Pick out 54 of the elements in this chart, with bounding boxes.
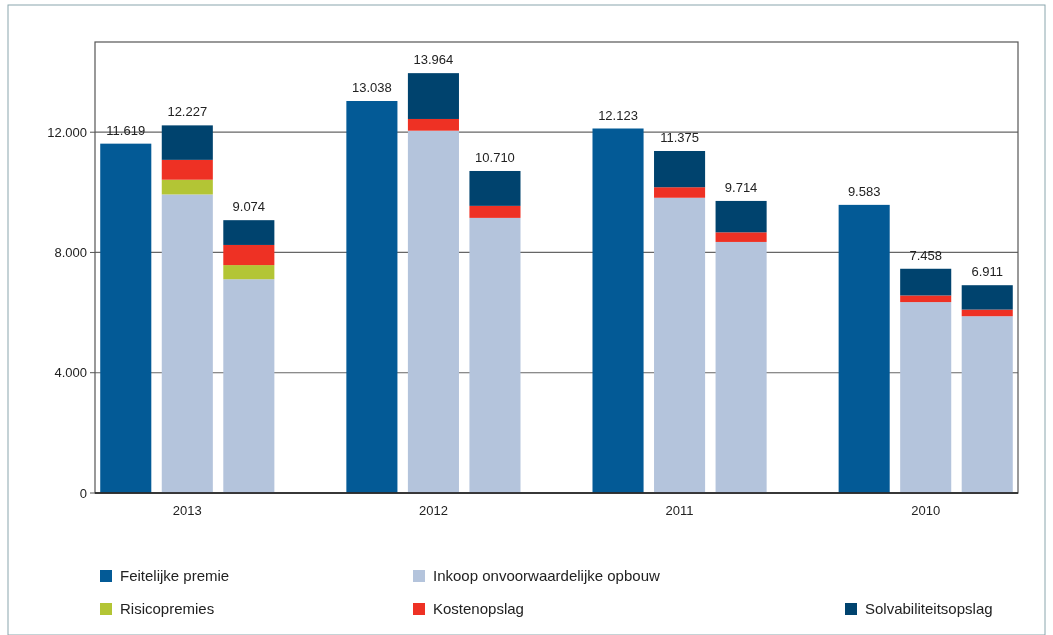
bar [654,150,706,188]
total-label: 13.964 [413,52,454,68]
total-label: 12.227 [167,104,208,120]
bar [223,279,275,493]
bar [161,125,213,160]
bar [100,143,152,493]
total-label: 9.583 [847,183,881,199]
bar [223,265,275,280]
y-tick-label: 4.000 [54,365,87,381]
total-label: 11.619 [106,122,146,138]
y-tick-label: 8.000 [54,245,87,261]
bar [161,179,213,195]
bar [469,217,521,493]
legend-label: Kostenopslag [433,600,524,618]
legend-label: Solvabiliteitsopslag [865,600,993,618]
legend-label: Risicopremies [120,600,215,618]
bar [161,159,213,180]
legend-label: Inkoop onvoorwaardelijke opbouw [433,567,660,585]
y-tick-label: 12.000 [47,124,87,140]
bar [961,309,1013,317]
bar [346,100,398,493]
bar [654,197,706,493]
bar [592,128,644,493]
bar [900,302,952,493]
x-tick-label: 2010 [911,503,941,518]
bar [469,205,521,218]
bar [407,130,459,493]
bar [407,118,459,131]
bar [223,244,275,266]
total-label: 6.911 [971,264,1004,280]
bar [223,220,275,245]
total-label: 9.714 [724,179,758,195]
total-label: 10.710 [475,149,515,165]
bar [715,241,767,493]
bar [161,194,213,493]
bar [469,170,521,206]
total-label: 13.038 [352,79,392,95]
y-tick-label: 0 [79,485,87,501]
bar [900,295,952,303]
bar [961,316,1013,493]
total-label: 9.074 [232,199,266,215]
x-tick-label: 2013 [172,503,202,518]
total-label: 12.123 [598,107,638,123]
bar [715,200,767,233]
bar [715,232,767,242]
bar [407,73,459,119]
x-tick-label: 2011 [665,503,694,518]
bar [654,187,706,198]
bar [838,204,890,493]
legend-label: Feitelijke premie [120,567,230,585]
bar [961,285,1013,310]
bar [900,268,952,296]
total-label: 11.375 [660,129,699,145]
x-tick-label: 2012 [418,503,448,518]
